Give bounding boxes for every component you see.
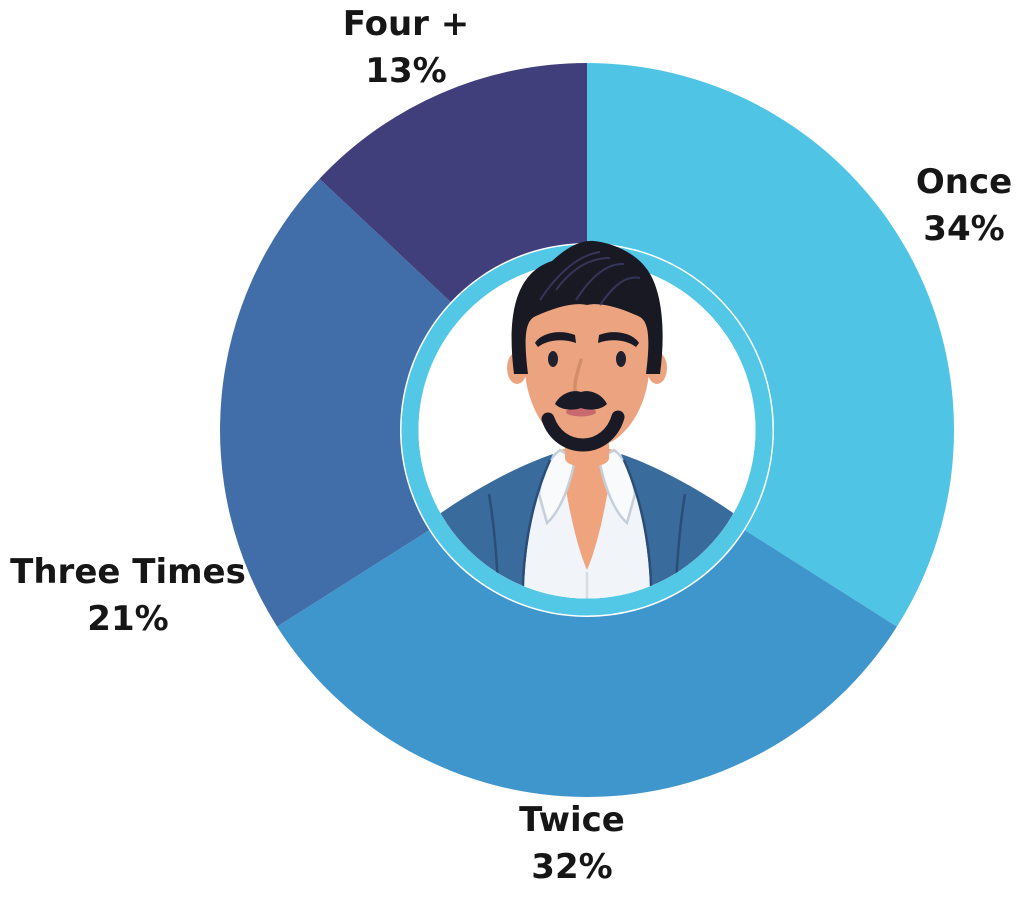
- avatar-eye-left: [548, 351, 558, 367]
- donut-segment-twice: [277, 530, 897, 798]
- donut-segment-three-times: [220, 178, 451, 627]
- avatar-lips: [566, 407, 596, 417]
- avatar-eye-right: [616, 351, 626, 367]
- avatar-mustache: [555, 391, 607, 410]
- donut-segment-four-plus: [319, 63, 587, 302]
- man-avatar-illustration: [418, 240, 756, 599]
- avatar-eyebrow-left: [535, 332, 576, 347]
- avatar-eyebrow-right: [598, 332, 639, 347]
- donut-segment-once: [587, 63, 955, 627]
- donut-segments: [220, 63, 955, 798]
- avatar-chest-skin: [560, 447, 614, 570]
- avatar-hair: [511, 240, 663, 374]
- avatar-head: [507, 240, 667, 467]
- avatar-chin-beard: [541, 410, 625, 452]
- avatar-hair-streaks: [539, 251, 641, 306]
- avatar-face: [524, 284, 650, 447]
- avatar-torso: [418, 447, 756, 599]
